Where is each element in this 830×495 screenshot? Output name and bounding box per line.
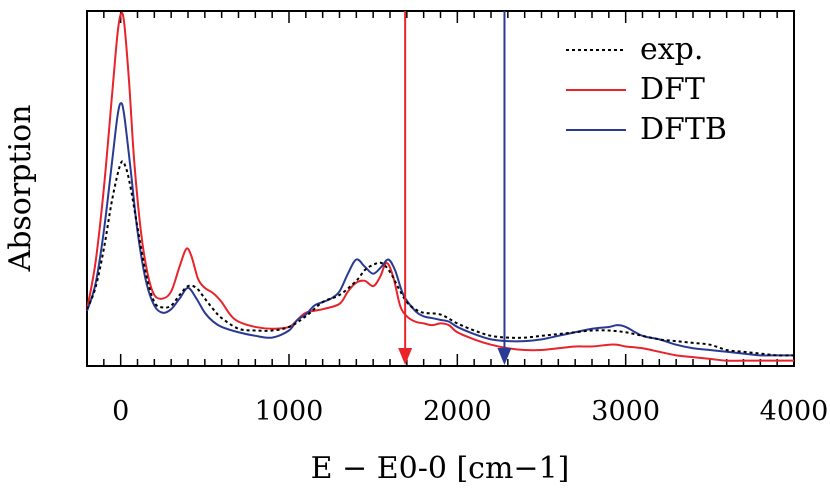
marker-arrow-dft-head xyxy=(398,348,413,365)
legend-label-exp: exp. xyxy=(640,32,703,67)
x-tick-labels: 0 1000 2000 3000 4000 xyxy=(112,396,828,427)
marker-arrows xyxy=(398,11,512,365)
x-tick-label: 1000 xyxy=(255,396,324,427)
marker-arrow-dftb-head xyxy=(497,348,512,365)
series-line-dft xyxy=(86,11,794,362)
series-group xyxy=(86,11,795,362)
legend: exp. DFT DFTB xyxy=(566,32,727,147)
x-tick-label: 2000 xyxy=(423,396,492,427)
x-tick-label: 4000 xyxy=(760,396,829,427)
legend-label-dft: DFT xyxy=(640,72,705,107)
y-axis-title: Absorption xyxy=(3,105,38,273)
x-axis-title: E − E0-0 [cm−1] xyxy=(311,451,570,486)
x-tick-label: 0 xyxy=(112,396,129,427)
x-tick-label: 3000 xyxy=(591,396,660,427)
legend-label-dftb: DFTB xyxy=(640,112,727,147)
series-line-dftb xyxy=(86,102,794,357)
axis-ticks xyxy=(86,11,795,366)
